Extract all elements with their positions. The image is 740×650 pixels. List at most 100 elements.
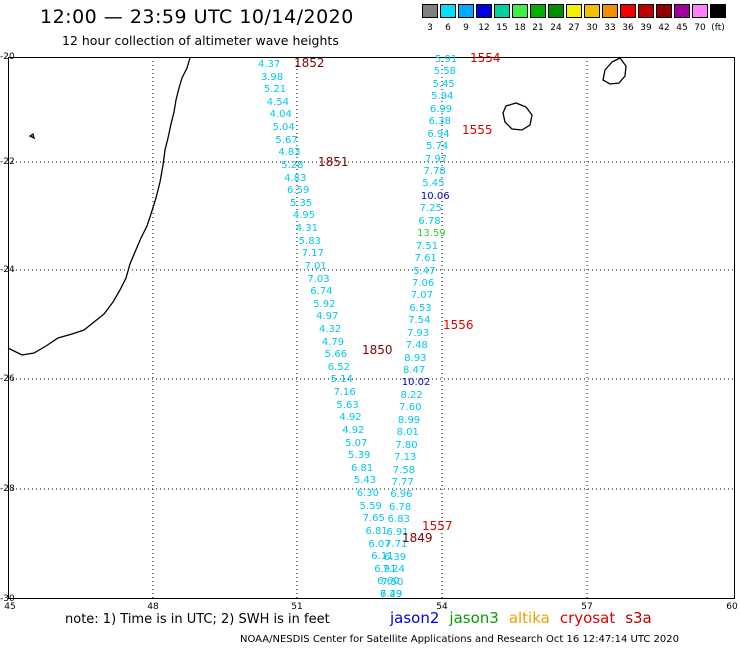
east-track-wave-height: 5.94: [431, 91, 454, 103]
pass-time-label: 1555: [462, 123, 493, 137]
lon-tick-label: 48: [147, 602, 159, 612]
scale-swatch: [422, 4, 438, 18]
scale-swatch: [458, 4, 474, 18]
east-track-wave-height: 6.83: [387, 514, 410, 526]
west-track-wave-height: 4.83: [278, 147, 301, 159]
east-track-wave-height: 7.54: [408, 315, 431, 327]
west-track-wave-height: 4.54: [266, 96, 289, 108]
pass-time-label: 1851: [318, 155, 349, 169]
west-track-wave-height: 5.43: [353, 475, 377, 487]
west-track-wave-height: 6.81: [350, 462, 374, 474]
scale-swatch: [548, 4, 564, 18]
scale-label: 36: [622, 23, 634, 33]
east-track-wave-height: 7.07: [410, 290, 433, 302]
satellite-legend: jason2 jason3 altika cryosat s3a: [390, 609, 662, 627]
east-track-wave-height: 7.97: [424, 153, 448, 165]
reunion-island: [502, 102, 533, 131]
pass-time-label: 1556: [443, 318, 474, 332]
east-track-wave-height: 5.47: [413, 265, 436, 277]
west-track-wave-height: 4.31: [295, 223, 319, 235]
scale-swatch: [710, 4, 726, 18]
west-track-wave-height: 5.07: [345, 437, 368, 449]
west-track-wave-height: 6.91: [374, 563, 397, 575]
scale-swatch: [494, 4, 510, 18]
scale-swatch: [692, 4, 708, 18]
scale-swatch: [584, 4, 600, 18]
pass-time-label: 1849: [402, 531, 433, 545]
lat-tick-label: -26: [0, 374, 15, 384]
scale-swatch: [440, 4, 456, 18]
scale-swatch: [620, 4, 636, 18]
legend-satellite-cryosat: cryosat: [559, 609, 616, 627]
east-track-wave-height: 7.24: [382, 564, 405, 576]
scale-label: 12: [478, 23, 490, 33]
west-track-wave-height: 7.03: [307, 273, 330, 285]
east-track-wave-height: 8.47: [403, 365, 426, 377]
west-track-wave-height: 5.83: [298, 235, 321, 247]
page-subtitle: 12 hour collection of altimeter wave hei…: [62, 33, 339, 48]
west-track-wave-height: 4.95: [292, 210, 316, 222]
map-frame: [8, 57, 735, 599]
scale-label: 6: [445, 23, 451, 33]
west-track-wave-height: 7.65: [362, 513, 385, 525]
west-track-wave-height: 3.98: [260, 71, 284, 83]
west-track-wave-height: 5.21: [263, 84, 287, 96]
east-track-wave-height: 6.38: [428, 116, 451, 128]
west-track-wave-height: 4.32: [319, 324, 342, 335]
east-track-wave-height: 10.06: [420, 190, 450, 202]
west-track-wave-height: 5.04: [272, 122, 295, 134]
east-track-wave-height: 7.51: [415, 240, 439, 252]
west-track-wave-height: 7.17: [301, 248, 324, 260]
scale-label: 70: [694, 23, 706, 33]
pass-time-label: 1557: [422, 519, 453, 533]
east-track-wave-height: 6.39: [383, 551, 407, 563]
pass-time-label: 1852: [294, 56, 325, 70]
scale-label: 24: [550, 23, 562, 33]
west-track-wave-height: 6.52: [327, 361, 350, 373]
west-track-wave-height: 6.81: [365, 525, 388, 537]
lat-tick-label: -28: [0, 484, 15, 494]
west-track-wave-height: 5.59: [359, 500, 382, 512]
credit-line: NOAA/NESDIS Center for Satellite Applica…: [240, 634, 679, 645]
scale-swatch: [476, 4, 492, 18]
east-track-wave-height: 8.93: [404, 352, 427, 364]
east-track-wave-height: 7.48: [405, 340, 428, 352]
lat-tick-label: -20: [0, 52, 15, 62]
west-track-wave-height: 5.67: [275, 134, 298, 146]
scale-swatch: [638, 4, 654, 18]
east-track-wave-height: 7.93: [406, 327, 430, 339]
scale-label: 9: [463, 23, 469, 33]
east-track-wave-height: 5.58: [433, 66, 456, 78]
west-track-wave-height: 4.92: [339, 412, 362, 424]
west-track-wave-height: 5.14: [330, 374, 353, 386]
west-track-wave-height: 6.59: [287, 185, 310, 197]
west-track-wave-height: 6.60: [377, 576, 400, 588]
scale-label: 27: [568, 23, 580, 33]
scale-label: 15: [496, 23, 508, 33]
west-track-wave-height: 5.35: [289, 197, 313, 209]
west-track-wave-height: 5.39: [348, 450, 371, 462]
west-track-wave-height: 4.83: [284, 172, 307, 184]
scale-swatch: [656, 4, 672, 18]
west-track-wave-height: 6.74: [310, 286, 333, 298]
east-track-wave-height: 5.74: [426, 141, 449, 153]
east-track-wave-height: 7.06: [411, 277, 435, 289]
scale-label: 21: [532, 23, 544, 33]
mauritius-island: [602, 57, 627, 85]
east-track-wave-height: 6.94: [427, 128, 450, 140]
east-track-wave-height: 6.96: [390, 489, 413, 501]
east-track-wave-height: 7.25: [419, 203, 442, 215]
east-track-wave-height: 7.58: [392, 464, 416, 476]
lon-tick-label: 45: [4, 602, 16, 612]
east-track-wave-height: 6.78: [418, 215, 441, 227]
east-track-wave-height: 6.78: [388, 501, 412, 513]
west-track-wave-height: 4.37: [258, 59, 281, 70]
east-track-wave-height: 5.45: [422, 178, 445, 190]
legend-satellite-jason2: jason2: [390, 609, 440, 627]
pass-time-label: 1554: [470, 51, 501, 65]
scale-label: 18: [514, 23, 526, 33]
west-track-wave-height: 4.92: [342, 424, 365, 436]
east-track-wave-height: 7.50: [381, 576, 404, 588]
